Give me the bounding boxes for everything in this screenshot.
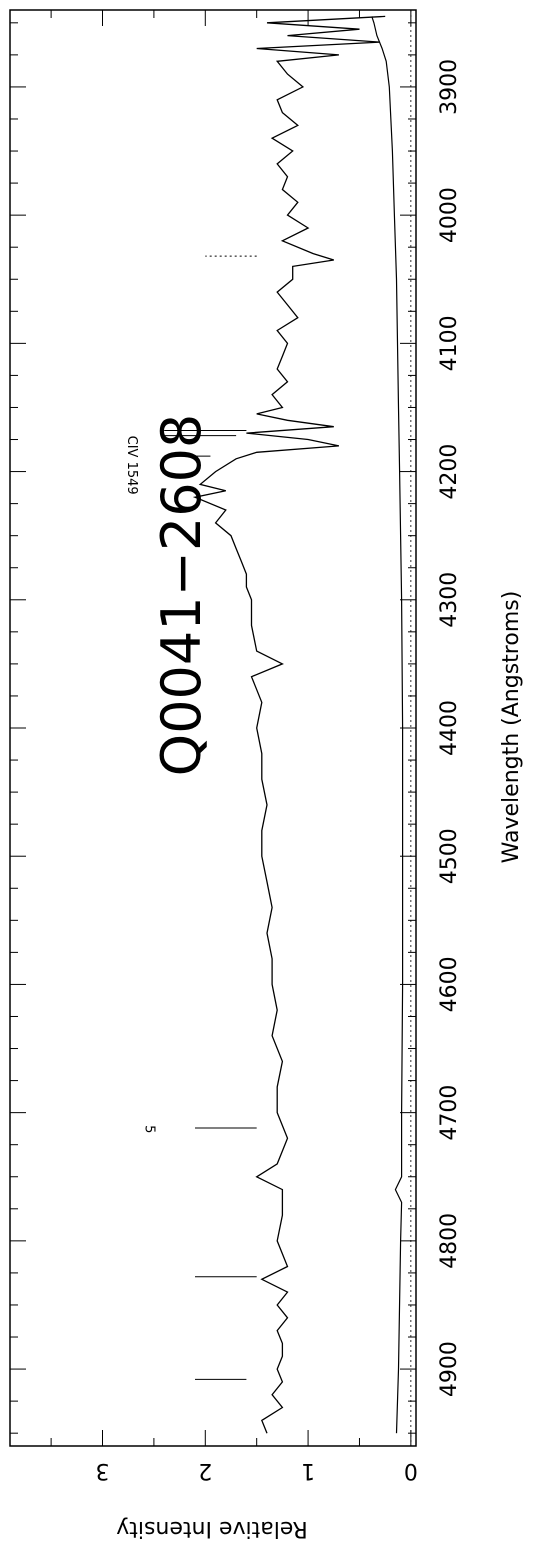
- x-tick-label: 4900: [437, 1341, 462, 1397]
- annotation-label: CIV 1549: [124, 436, 139, 495]
- y-tick-label: 0: [404, 1458, 418, 1483]
- x-tick-label: 4000: [437, 187, 462, 243]
- x-tick-label: 3900: [437, 59, 462, 115]
- y-axis-ticks: 0 1 2 3: [50, 10, 418, 1483]
- x-tick-label: 4200: [437, 444, 462, 500]
- x-axis-label: Wavelength (Angstroms): [499, 591, 524, 864]
- plot-frame: [9, 9, 417, 1447]
- annotation-label: 5: [142, 1125, 157, 1133]
- line-annotations: CIV 1549 5: [124, 436, 156, 1134]
- x-tick-label: 4700: [437, 1085, 462, 1141]
- chart-title: Q0041−2608: [150, 414, 213, 777]
- y-tick-label: 2: [198, 1458, 212, 1483]
- x-tick-label: 4600: [437, 956, 462, 1012]
- y-axis-label: Relative Intensity: [116, 1516, 307, 1541]
- x-tick-label: 4800: [437, 1213, 462, 1269]
- error-spectrum-line: [371, 16, 404, 1434]
- x-tick-label: 4300: [437, 572, 462, 628]
- x-axis-ticks: 3900 4000 4100 4200 4300 4400 4500 4600 4700 4800…: [10, 22, 462, 1434]
- y-tick-label: 1: [301, 1458, 315, 1483]
- line-markers: [164, 255, 257, 1380]
- x-tick-label: 4400: [437, 700, 462, 756]
- x-tick-label: 4500: [437, 828, 462, 884]
- x-tick-label: 4100: [437, 315, 462, 371]
- flux-spectrum-line: [192, 15, 386, 1434]
- y-tick-label: 3: [96, 1458, 110, 1483]
